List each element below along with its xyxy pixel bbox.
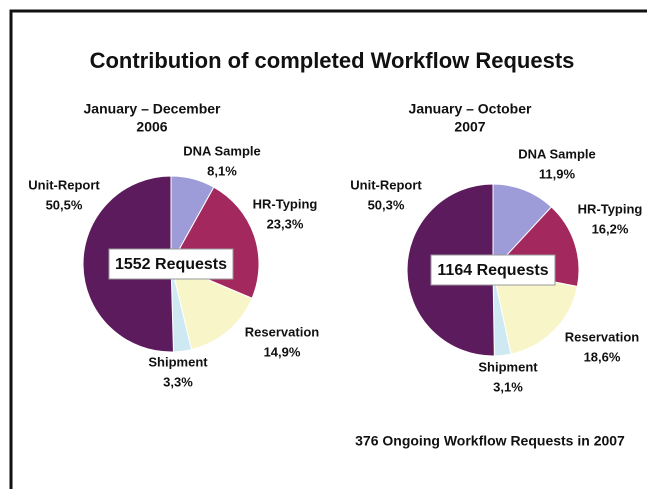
center-box (108, 248, 234, 280)
pie-subtitle: January – October (409, 101, 532, 117)
center-label: 1164 Requests (437, 262, 548, 279)
pie-subtitle: January – December (84, 101, 222, 117)
value-label: 3,3% (163, 374, 193, 389)
slice-label: Shipment (148, 354, 208, 369)
value-label: 50,3% (368, 197, 405, 212)
value-label: 3,1% (493, 379, 523, 394)
pie-slice (170, 263, 253, 351)
slice-label: HR-Typing (578, 201, 643, 216)
slice-label: Reservation (245, 324, 319, 339)
slice-label: DNA Sample (518, 146, 596, 161)
note: 376 Ongoing Workflow Requests in 2007 (355, 433, 625, 449)
page-title: Contribution of completed Workflow Reque… (90, 48, 575, 73)
value-label: 8,1% (207, 163, 237, 178)
frame (9, 9, 647, 489)
slice-label: DNA Sample (183, 143, 261, 158)
value-label: 18,6% (584, 349, 621, 364)
value-label: 11,9% (539, 166, 576, 181)
slice-label: Reservation (565, 329, 639, 344)
value-label: 16,2% (592, 221, 629, 236)
pie-slice (492, 183, 553, 272)
slice-label: Shipment (478, 359, 538, 374)
center-box (430, 254, 556, 286)
slice-label: Unit-Report (350, 177, 422, 192)
value-label: 23,3% (267, 216, 304, 231)
pie-subtitle: 2007 (454, 119, 485, 135)
pie-subtitle: 2006 (136, 119, 167, 135)
pie-slice (492, 269, 578, 355)
value-label: 50,5% (46, 197, 83, 212)
slice-label: HR-Typing (253, 196, 318, 211)
slice-label: Unit-Report (28, 177, 100, 192)
value-label: 14,9% (264, 344, 301, 359)
center-label: 1552 Requests (115, 256, 227, 273)
